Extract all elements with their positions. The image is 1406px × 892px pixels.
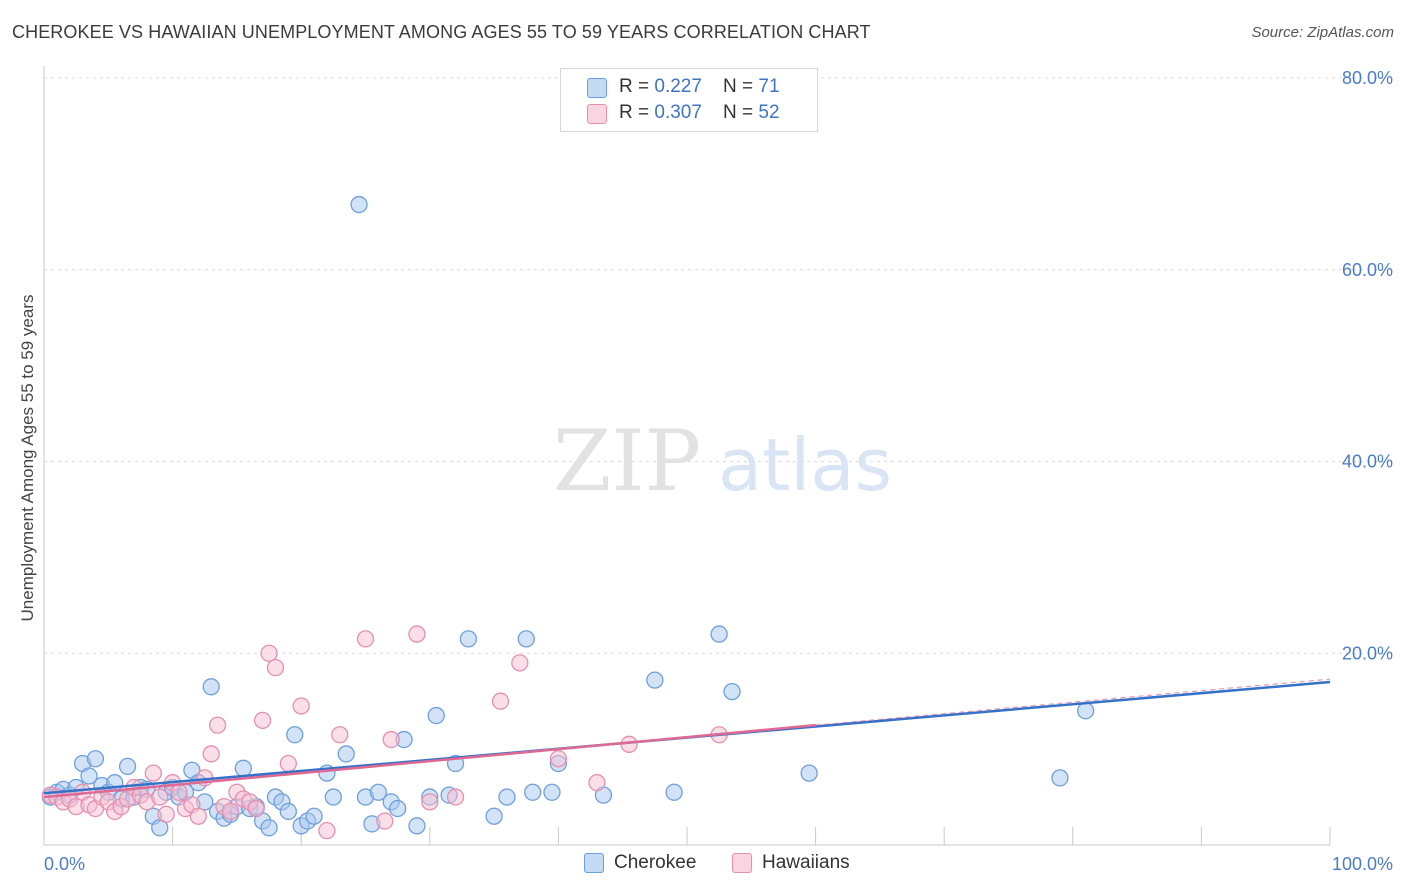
legend-r-label: R = [619, 102, 655, 123]
point-hawaiians [170, 783, 188, 801]
chart-title: CHEROKEE VS HAWAIIAN UNEMPLOYMENT AMONG … [12, 22, 871, 42]
legend-swatch-hawaiians [587, 104, 607, 124]
point-cherokee [543, 783, 561, 801]
point-cherokee [408, 817, 426, 835]
point-hawaiians [208, 716, 227, 734]
tick-labels: 20.0% 40.0% 60.0% 80.0% 0.0% 100.0% [44, 68, 1393, 874]
point-hawaiians [266, 658, 285, 677]
point-hawaiians [491, 692, 510, 710]
point-cherokee [498, 788, 516, 806]
point-cherokee [524, 783, 542, 801]
bottom-legend-swatch-hawaiians [732, 853, 752, 873]
x-tick-label: 0.0% [44, 854, 85, 874]
legend-n-value: 71 [758, 76, 780, 97]
legend-n-value: 52 [758, 102, 780, 123]
point-cherokee [350, 195, 368, 214]
point-hawaiians [189, 807, 207, 825]
watermark-zip: ZIP [553, 412, 701, 510]
point-cherokee [723, 682, 741, 701]
point-cherokee [800, 764, 818, 782]
trend-line-hawaiians [43, 723, 816, 799]
point-cherokee [286, 726, 304, 744]
point-cherokee [337, 745, 355, 763]
point-hawaiians [318, 821, 336, 840]
legend-swatch-cherokee [587, 78, 607, 98]
point-hawaiians [511, 654, 529, 672]
point-hawaiians [376, 812, 394, 830]
bottom-legend-label-hawaiians: Hawaiians [762, 852, 850, 873]
legend-r-value: 0.227 [654, 76, 702, 97]
y-axis-label: Unemployment Among Ages 55 to 59 years [18, 295, 37, 622]
point-cherokee [234, 759, 252, 777]
point-hawaiians [331, 726, 349, 744]
point-hawaiians [549, 750, 568, 768]
point-hawaiians [260, 644, 278, 662]
trend-lines [43, 678, 1331, 799]
point-cherokee [646, 671, 664, 689]
watermark-atlas: atlas [718, 423, 892, 507]
point-cherokee [517, 630, 535, 648]
point-cherokee [86, 750, 105, 768]
point-hawaiians [221, 802, 240, 821]
point-cherokee [279, 802, 297, 821]
point-cherokee [80, 767, 98, 785]
point-cherokee [202, 678, 220, 696]
point-cherokee [427, 706, 445, 725]
point-cherokee [388, 799, 407, 818]
bottom-legend-label-cherokee: Cherokee [614, 852, 697, 873]
source-label: Source: ZipAtlas.com [1251, 24, 1394, 41]
point-hawaiians [279, 754, 297, 773]
point-hawaiians [446, 788, 465, 806]
point-hawaiians [144, 764, 162, 782]
point-cherokee [305, 807, 323, 825]
point-hawaiians [421, 793, 439, 811]
point-cherokee [1077, 702, 1095, 720]
trend-extension-hawaiians [815, 678, 1331, 726]
point-hawaiians [151, 788, 169, 806]
point-cherokee [260, 819, 278, 837]
point-hawaiians [356, 630, 375, 648]
data-points [41, 195, 1095, 840]
point-hawaiians [408, 625, 426, 643]
point-hawaiians [202, 745, 220, 763]
legend-r-label: R = [619, 76, 655, 97]
point-hawaiians [292, 697, 310, 715]
y-tick-label: 40.0% [1342, 452, 1393, 472]
point-cherokee [710, 625, 728, 643]
x-tick-label: 100.0% [1332, 854, 1393, 874]
legend-r-value: 0.307 [654, 102, 702, 123]
point-hawaiians [382, 730, 400, 749]
point-cherokee [459, 630, 478, 648]
point-cherokee [485, 807, 503, 825]
point-hawaiians [588, 774, 606, 792]
point-cherokee [665, 783, 683, 801]
y-tick-label: 80.0% [1342, 68, 1393, 88]
legend-n-label: N = [723, 102, 759, 123]
legend-n-label: N = [723, 76, 759, 97]
point-cherokee [369, 783, 388, 801]
point-cherokee [1051, 769, 1069, 787]
y-tick-label: 60.0% [1342, 260, 1393, 280]
point-hawaiians [247, 799, 265, 818]
point-hawaiians [157, 805, 175, 823]
y-tick-label: 20.0% [1342, 643, 1393, 663]
grid-lines [44, 77, 1392, 654]
legend: R = 0.227 N = 71 R = 0.307 N = 52 [560, 68, 818, 132]
point-hawaiians [253, 711, 272, 730]
axes [43, 66, 1331, 846]
point-cherokee [118, 757, 137, 776]
bottom-legend-swatch-cherokee [584, 853, 604, 873]
point-cherokee [324, 788, 343, 806]
